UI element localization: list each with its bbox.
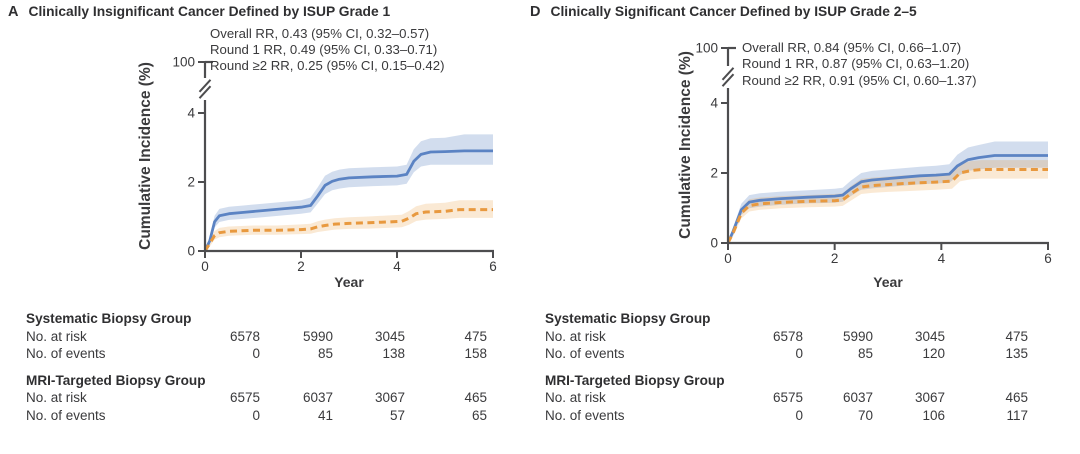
risk-table-a: Systematic Biopsy Group No. at risk 6578… — [26, 310, 487, 424]
x-axis-label: Year — [334, 274, 364, 290]
row-label: No. of events — [545, 407, 625, 423]
y-tick-label: 0 — [710, 236, 718, 251]
table-cell: 3067 — [914, 390, 945, 405]
y-tick-label: 2 — [187, 175, 195, 190]
rr-annotation: Round ≥2 RR, 0.25 (95% CI, 0.15–0.42) — [210, 58, 445, 73]
axis-break-icon — [721, 73, 735, 87]
y-tick-label: 100 — [695, 41, 718, 56]
cumulative-incidence-chart-d: 100 0 2 4 0 2 4 6 Year Cumulative Incidence (%) Ov… — [677, 40, 1052, 290]
rr-annotation: Overall RR, 0.43 (95% CI, 0.32–0.57) — [210, 26, 429, 41]
table-cell: 6578 — [772, 328, 803, 344]
x-tick-label: 2 — [297, 259, 305, 274]
table-cell: 85 — [857, 346, 873, 361]
mri-targeted-curve — [726, 168, 1048, 244]
x-tick-label: 0 — [724, 251, 732, 266]
table-cell: 3045 — [374, 328, 405, 344]
panel-title-text: Clinically Insignificant Cancer Defined … — [28, 4, 391, 19]
table-cell: 6575 — [772, 390, 803, 405]
table-cell: 6578 — [229, 328, 260, 344]
row-label: No. of events — [545, 346, 625, 361]
mri-targeted-curve — [203, 208, 493, 252]
table-cell: 475 — [1005, 328, 1028, 344]
rr-annotation: Round 1 RR, 0.87 (95% CI, 0.63–1.20) — [742, 56, 969, 71]
table-cell: 465 — [464, 390, 487, 405]
x-tick-label: 4 — [938, 251, 946, 266]
row-label: No. of events — [26, 407, 106, 423]
row-label: No. at risk — [545, 328, 606, 344]
panel-a: A Clinically Insignificant Cancer Define… — [8, 4, 497, 424]
x-tick-label: 0 — [201, 259, 209, 274]
x-tick-label: 4 — [393, 259, 401, 274]
table-cell: 138 — [382, 346, 405, 361]
confidence-band — [205, 134, 493, 251]
table-cell: 6037 — [842, 390, 873, 405]
systematic-curve — [726, 154, 1048, 244]
row-label: No. at risk — [545, 390, 606, 405]
table-cell: 0 — [795, 346, 803, 361]
y-tick-label: 4 — [187, 106, 195, 121]
axis-break-icon — [198, 85, 212, 99]
table-cell: 106 — [922, 407, 945, 423]
x-tick-label: 6 — [489, 259, 497, 274]
x-tick-label: 6 — [1044, 251, 1052, 266]
row-label: No. at risk — [26, 328, 87, 344]
y-tick-label: 0 — [187, 244, 195, 259]
table-cell: 465 — [1005, 390, 1028, 405]
panel-a-title: A Clinically Insignificant Cancer Define… — [8, 4, 390, 20]
systematic-curve — [203, 149, 493, 252]
table-cell: 120 — [922, 346, 945, 361]
panel-letter: D — [530, 4, 541, 20]
table-cell: 57 — [389, 407, 405, 423]
table-cell: 3045 — [914, 328, 945, 344]
group-name: Systematic Biopsy Group — [26, 311, 192, 326]
panel-d-title: D Clinically Significant Cancer Defined … — [530, 4, 917, 20]
y-axis-label: Cumulative Incidence (%) — [137, 62, 154, 250]
table-cell: 5990 — [842, 328, 873, 344]
table-cell: 135 — [1005, 346, 1028, 361]
table-cell: 6575 — [229, 390, 260, 405]
table-cell: 85 — [317, 346, 333, 361]
panel-title-text: Clinically Significant Cancer Defined by… — [550, 4, 917, 19]
table-cell: 5990 — [302, 328, 333, 344]
table-cell: 0 — [252, 407, 260, 423]
risk-group: Systematic Biopsy Group No. at risk 6578… — [26, 310, 487, 363]
table-cell: 475 — [464, 328, 487, 344]
table-cell: 6037 — [302, 390, 333, 405]
axis-break-icon — [721, 67, 735, 81]
group-name: MRI-Targeted Biopsy Group — [545, 372, 725, 388]
y-tick-label: 100 — [172, 55, 195, 70]
confidence-band — [728, 141, 1048, 243]
panel-letter: A — [8, 4, 19, 20]
row-label: No. of events — [26, 346, 106, 361]
x-tick-label: 2 — [831, 251, 839, 266]
table-cell: 117 — [1006, 407, 1028, 423]
x-axis-label: Year — [873, 274, 903, 290]
table-cell: 0 — [795, 407, 803, 423]
rr-annotation: Overall RR, 0.84 (95% CI, 0.66–1.07) — [742, 40, 961, 55]
cumulative-incidence-chart-a: 100 0 2 4 0 2 4 6 Year Cumulative Incidence (%) Ov… — [137, 26, 497, 290]
risk-table-d: Systematic Biopsy Group No. at risk 6578… — [545, 310, 1028, 424]
y-tick-label: 4 — [710, 96, 718, 111]
risk-group: Systematic Biopsy Group No. at risk 6578… — [545, 310, 1028, 363]
row-label: No. at risk — [26, 390, 87, 405]
table-cell: 158 — [464, 346, 487, 361]
group-name: Systematic Biopsy Group — [545, 311, 711, 326]
y-tick-label: 2 — [710, 166, 718, 181]
axis-break-icon — [198, 79, 212, 93]
table-cell: 41 — [317, 407, 333, 423]
table-cell: 3067 — [374, 390, 405, 405]
panel-d: D Clinically Significant Cancer Defined … — [530, 0, 1080, 454]
table-cell: 70 — [857, 407, 873, 423]
table-cell: 0 — [252, 346, 260, 361]
group-name: MRI-Targeted Biopsy Group — [26, 372, 206, 388]
table-cell: 65 — [471, 407, 487, 423]
risk-group: MRI-Targeted Biopsy Group No. at risk 65… — [545, 372, 1028, 425]
rr-annotation: Round 1 RR, 0.49 (95% CI, 0.33–0.71) — [210, 42, 437, 57]
rr-annotation: Round ≥2 RR, 0.91 (95% CI, 0.60–1.37) — [742, 73, 977, 88]
confidence-band — [205, 200, 493, 251]
y-axis-label: Cumulative Incidence (%) — [677, 51, 694, 239]
risk-group: MRI-Targeted Biopsy Group No. at risk 65… — [26, 372, 487, 425]
